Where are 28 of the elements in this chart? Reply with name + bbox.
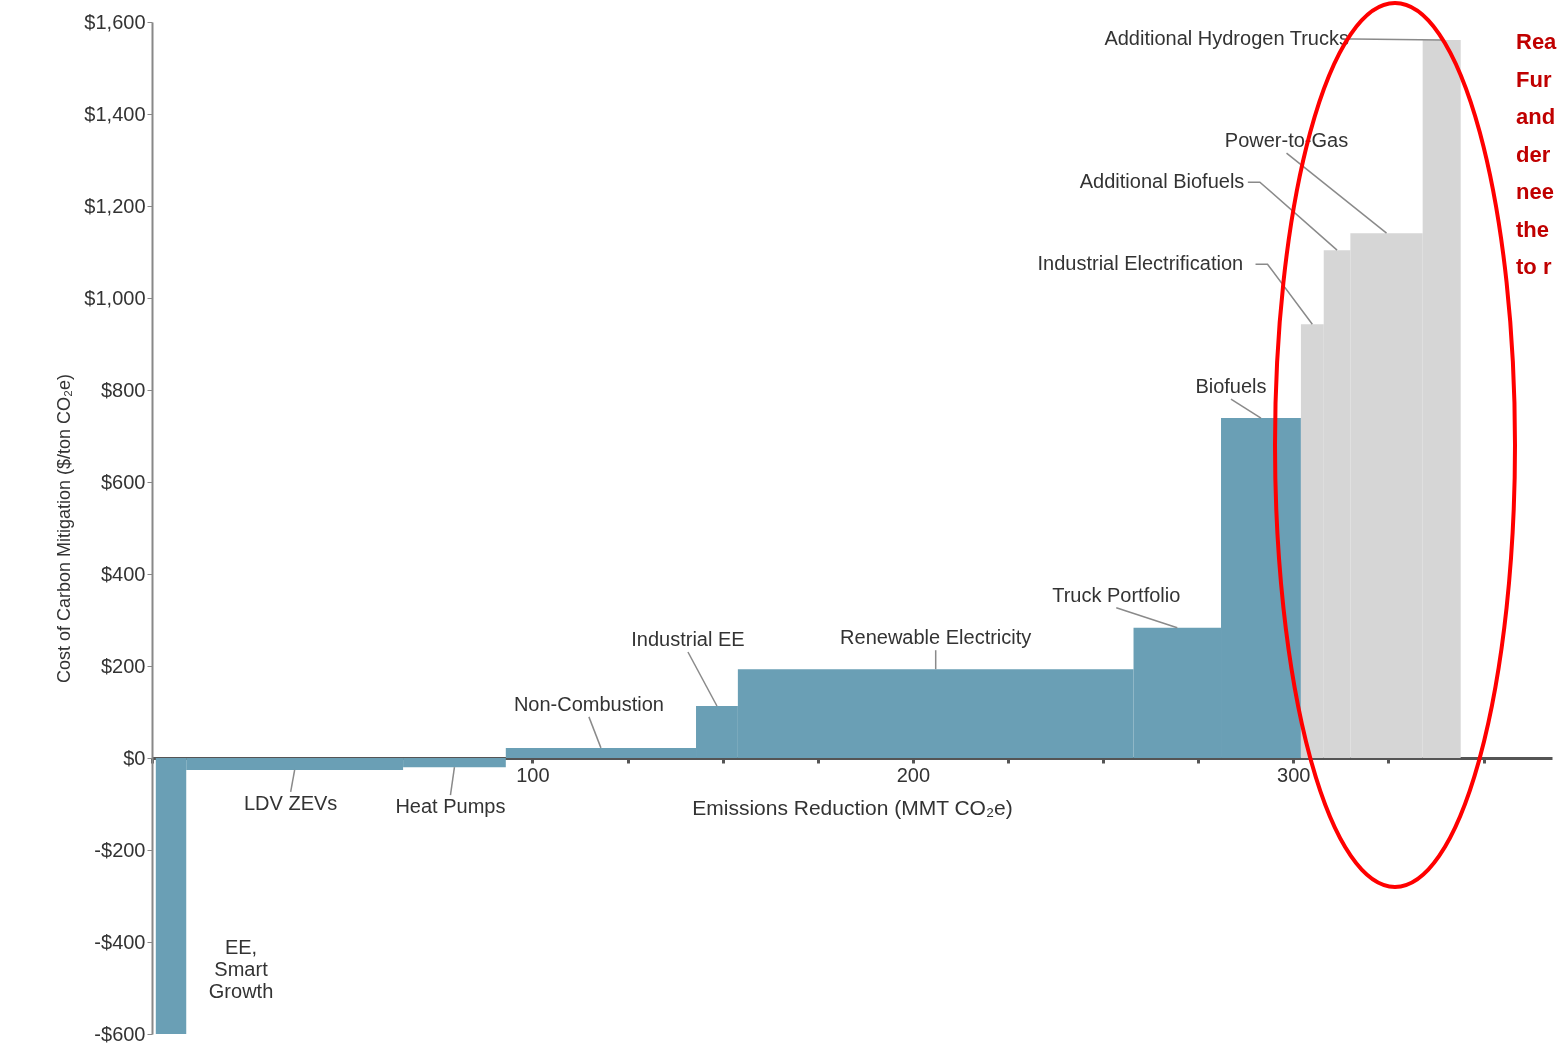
y-tick-label: $800 [101,378,146,401]
x-tick-label: 200 [896,763,931,786]
annotation: Industrial EE [631,628,745,651]
annotation: Rea Fur and der nee the to r [1516,29,1558,279]
annotation: LDV ZEVs [243,791,338,814]
y-tick-label: $0 [123,746,146,769]
y-tick-label: $1,600 [84,10,146,33]
x-axis-title: Emissions Reduction (MMT CO₂e) [692,795,1013,819]
y-tick-label: -$200 [94,838,146,861]
x-tick-label: 300 [1277,763,1311,786]
y-tick-label: $1,000 [84,286,146,309]
annotation: Biofuels [1195,375,1267,398]
y-tick-label: -$400 [94,930,146,953]
y-tick-label: $1,400 [84,102,146,125]
annotation: Truck Portfolio [1052,583,1181,606]
y-tick-label: $600 [101,470,146,493]
y-axis-title: Cost of Carbon Mitigation ($/ton CO₂e) [54,373,75,684]
x-tick-label: 100 [516,763,550,786]
annotation: Heat Pumps [395,795,506,818]
annotation: Non-Combustion [513,692,664,715]
y-tick-label: -$600 [94,1022,146,1045]
y-tick-label: $200 [101,654,146,677]
y-tick-label: $400 [101,562,146,585]
y-tick-label: $1,200 [84,194,146,217]
annotation: EE, Smart Growth [208,936,274,1002]
annotation: Renewable Electricity [840,626,1032,649]
annotation: Additional Biofuels [1079,170,1245,193]
annotation: Industrial Electrification [1037,252,1244,275]
